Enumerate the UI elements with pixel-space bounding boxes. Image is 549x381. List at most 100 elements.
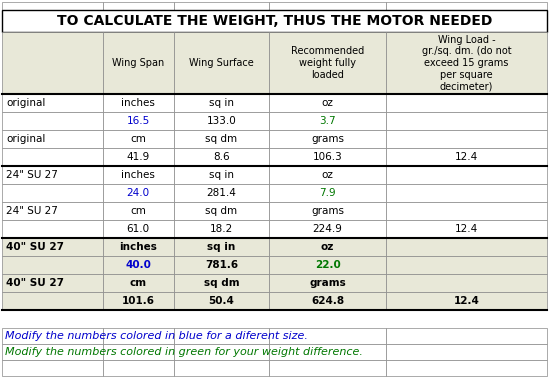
Bar [269, 130, 386, 148]
Bar [2, 32, 103, 94]
Bar [269, 2, 386, 10]
Bar [173, 94, 269, 112]
Text: 41.9: 41.9 [127, 152, 150, 162]
Bar [103, 148, 173, 166]
Bar [2, 220, 103, 238]
Bar [173, 292, 269, 310]
Text: 40" SU 27: 40" SU 27 [6, 278, 64, 288]
Text: 8.6: 8.6 [213, 152, 229, 162]
Bar [386, 2, 547, 10]
Text: 12.4: 12.4 [455, 152, 478, 162]
Bar [269, 166, 386, 184]
Text: 24.0: 24.0 [127, 188, 150, 198]
Bar [103, 344, 173, 360]
Bar [103, 130, 173, 148]
Text: Recommended
weight fully
loaded: Recommended weight fully loaded [291, 46, 365, 80]
Bar [2, 10, 547, 32]
Bar [103, 292, 173, 310]
Text: 12.4: 12.4 [453, 296, 479, 306]
Text: sq in: sq in [207, 242, 236, 252]
Bar [173, 360, 269, 376]
Text: 22.0: 22.0 [315, 260, 340, 270]
Bar [173, 238, 269, 256]
Text: 133.0: 133.0 [206, 116, 236, 126]
Bar [173, 220, 269, 238]
Bar [386, 148, 547, 166]
Bar [173, 112, 269, 130]
Text: Wing Surface: Wing Surface [189, 58, 254, 68]
Bar [173, 344, 269, 360]
Bar [2, 148, 103, 166]
Text: Modify the numbers colored in blue for a diferent size.: Modify the numbers colored in blue for a… [5, 331, 308, 341]
Text: 106.3: 106.3 [313, 152, 343, 162]
Bar [173, 274, 269, 292]
Text: TO CALCULATE THE WEIGHT, THUS THE MOTOR NEEDED: TO CALCULATE THE WEIGHT, THUS THE MOTOR … [57, 14, 492, 28]
Bar [103, 202, 173, 220]
Bar [103, 256, 173, 274]
Bar [173, 32, 269, 94]
Bar [269, 238, 386, 256]
Bar [2, 256, 103, 274]
Bar [103, 328, 173, 344]
Bar [103, 166, 173, 184]
Text: 3.7: 3.7 [320, 116, 336, 126]
Text: cm: cm [130, 206, 146, 216]
Text: oz: oz [321, 242, 334, 252]
Bar [386, 238, 547, 256]
Text: 16.5: 16.5 [127, 116, 150, 126]
Text: 40.0: 40.0 [125, 260, 151, 270]
Text: 281.4: 281.4 [206, 188, 236, 198]
Bar [269, 292, 386, 310]
Bar [386, 292, 547, 310]
Bar [2, 238, 103, 256]
Bar [173, 256, 269, 274]
Text: 781.6: 781.6 [205, 260, 238, 270]
Bar [269, 184, 386, 202]
Bar [386, 32, 547, 94]
Text: 12.4: 12.4 [455, 224, 478, 234]
Bar [2, 328, 103, 344]
Bar [386, 130, 547, 148]
Bar [173, 166, 269, 184]
Text: grams: grams [311, 206, 344, 216]
Bar [269, 360, 386, 376]
Bar [386, 184, 547, 202]
Text: oz: oz [322, 98, 334, 108]
Bar [2, 360, 103, 376]
Text: sq in: sq in [209, 98, 234, 108]
Bar [2, 166, 103, 184]
Text: sq dm: sq dm [205, 134, 237, 144]
Bar [2, 2, 103, 10]
Bar [269, 328, 386, 344]
Bar [173, 202, 269, 220]
Bar [386, 328, 547, 344]
Text: 24" SU 27: 24" SU 27 [6, 206, 58, 216]
Text: inches: inches [121, 170, 155, 180]
Bar [173, 130, 269, 148]
Text: 7.9: 7.9 [320, 188, 336, 198]
Text: inches: inches [119, 242, 157, 252]
Bar [103, 360, 173, 376]
Text: Wing Load -
gr./sq. dm. (do not
exceed 15 grams
per square
decimeter): Wing Load - gr./sq. dm. (do not exceed 1… [422, 35, 512, 91]
Text: cm: cm [130, 134, 146, 144]
Text: Wing Span: Wing Span [112, 58, 164, 68]
Bar [269, 220, 386, 238]
Text: original: original [6, 98, 46, 108]
Text: Modify the numbers colored in green for your weight difference.: Modify the numbers colored in green for … [5, 347, 363, 357]
Text: original: original [6, 134, 46, 144]
Text: sq dm: sq dm [204, 278, 239, 288]
Text: oz: oz [322, 170, 334, 180]
Bar [103, 274, 173, 292]
Bar [173, 2, 269, 10]
Bar [269, 274, 386, 292]
Bar [269, 94, 386, 112]
Bar [386, 344, 547, 360]
Bar [103, 32, 173, 94]
Text: sq dm: sq dm [205, 206, 237, 216]
Text: 50.4: 50.4 [209, 296, 234, 306]
Bar [103, 2, 173, 10]
Bar [2, 112, 103, 130]
Bar [2, 202, 103, 220]
Text: 40" SU 27: 40" SU 27 [6, 242, 64, 252]
Bar [386, 112, 547, 130]
